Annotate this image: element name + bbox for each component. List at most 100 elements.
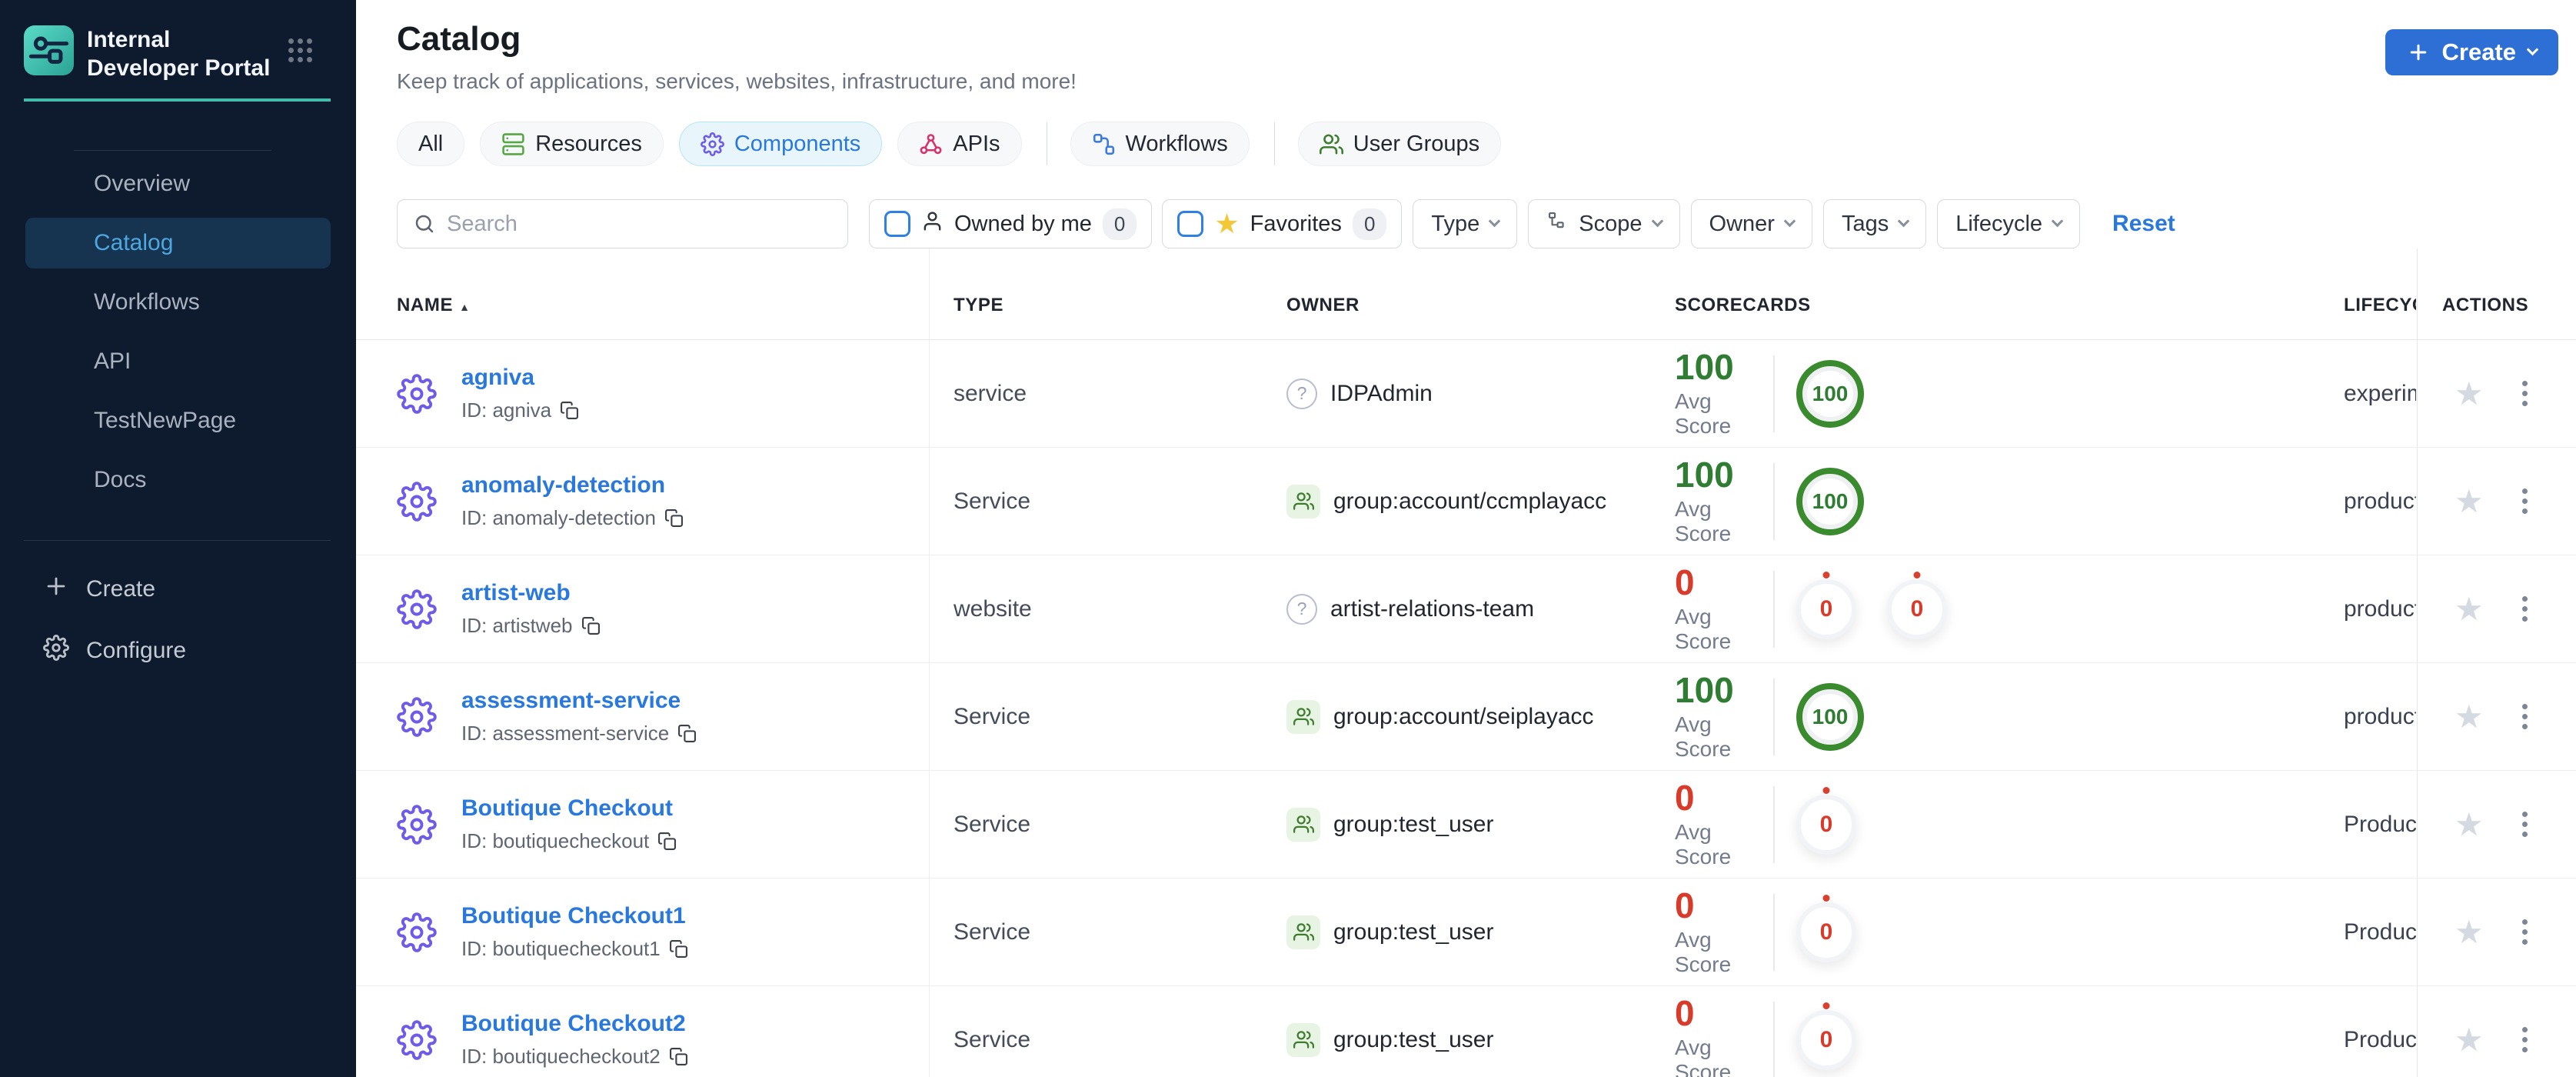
sidebar-item-api[interactable]: API <box>94 348 131 374</box>
scorecards-cell: 100 Avg Score 100 <box>1675 448 2336 555</box>
component-name-link[interactable]: agniva <box>461 365 535 390</box>
app-switcher-grid-icon[interactable] <box>288 38 312 62</box>
kebab-menu-icon[interactable] <box>2516 913 2534 951</box>
type-cell: Service <box>954 919 1031 945</box>
copy-icon[interactable] <box>657 832 677 851</box>
favorites-filter[interactable]: ★ Favorites 0 <box>1162 199 1403 248</box>
sidebar-item-testnewpage[interactable]: TestNewPage <box>94 408 237 433</box>
scorecard-divider <box>1773 1001 1775 1077</box>
tab-user-groups[interactable]: User Groups <box>1297 122 1502 166</box>
component-name-link[interactable]: assessment-service <box>461 688 681 713</box>
copy-icon[interactable] <box>581 616 601 635</box>
avg-score-label: Avg Score <box>1675 712 1732 761</box>
column-header-scorecards[interactable]: SCORECARDS <box>1675 295 1811 315</box>
copy-icon[interactable] <box>560 401 579 420</box>
favorite-star-icon[interactable]: ★ <box>2455 805 2484 842</box>
scorecard-badge: 0 <box>1887 571 1947 639</box>
favorite-star-icon[interactable]: ★ <box>2455 482 2484 519</box>
component-name-link[interactable]: Boutique Checkout1 <box>461 903 686 929</box>
table-row: Boutique Checkout1 ID: boutiquecheckout1… <box>356 879 2576 986</box>
copy-icon[interactable] <box>669 939 688 959</box>
sidebar-create-button[interactable]: Create <box>0 564 356 615</box>
kebab-menu-icon[interactable] <box>2516 698 2534 735</box>
copy-icon[interactable] <box>664 508 684 528</box>
component-name-link[interactable]: anomaly-detection <box>461 472 666 498</box>
owned-by-me-filter[interactable]: Owned by me 0 <box>869 199 1153 248</box>
avg-score-value: 0 <box>1675 993 1695 1033</box>
owner-cell: ? IDPAdmin <box>1286 340 1656 447</box>
name-cell: artist-web ID: artistweb <box>397 555 927 662</box>
avg-score-value: 0 <box>1675 562 1695 602</box>
scorecard-badge: 0 <box>1796 894 1856 962</box>
name-cell: anomaly-detection ID: anomaly-detection <box>397 448 927 555</box>
lifecycle-dropdown[interactable]: Lifecycle <box>1937 199 2081 248</box>
actions-header-panel: ACTIONS <box>2417 248 2576 340</box>
copy-icon[interactable] <box>669 1047 688 1066</box>
component-id: ID: anomaly-detection <box>461 506 656 529</box>
type-dropdown[interactable]: Type <box>1413 199 1518 248</box>
column-header-name[interactable]: NAME ▲ <box>397 295 471 315</box>
gear-icon <box>700 132 724 156</box>
owner-dropdown[interactable]: Owner <box>1690 199 1812 248</box>
lifecycle-cell: production <box>2344 488 2416 514</box>
sidebar-configure-button[interactable]: Configure <box>0 625 356 676</box>
tab-label: Components <box>734 131 861 156</box>
scorecards-cell: 0 Avg Score 0 <box>1675 986 2336 1077</box>
reset-filters-button[interactable]: Reset <box>2112 211 2175 236</box>
tab-resources[interactable]: Resources <box>480 122 664 166</box>
copy-icon[interactable] <box>677 724 697 743</box>
owner-cell: group:account/ccmplayacc <box>1286 448 1656 555</box>
tab-all[interactable]: All <box>397 122 465 166</box>
component-name-link[interactable]: artist-web <box>461 580 571 605</box>
scope-dropdown[interactable]: Scope <box>1528 199 1680 248</box>
tab-workflows[interactable]: Workflows <box>1070 122 1250 166</box>
server-icon <box>502 132 524 155</box>
sidebar-item-overview[interactable]: Overview <box>94 171 191 196</box>
component-name-link[interactable]: Boutique Checkout <box>461 795 673 821</box>
actions-cell: ★ <box>2417 340 2576 447</box>
owner-unknown-icon: ? <box>1286 378 1317 409</box>
kebab-menu-icon[interactable] <box>2516 805 2534 843</box>
owner-cell: group:account/seiplayacc <box>1286 663 1656 770</box>
component-gear-icon <box>397 1019 437 1060</box>
entity-tabs: All Resources Components <box>397 122 2576 166</box>
scorecard-badge: 0 <box>1796 786 1856 855</box>
favorite-star-icon[interactable]: ★ <box>2455 375 2484 412</box>
favorites-label: Favorites <box>1250 211 1342 236</box>
component-gear-icon <box>397 696 437 737</box>
column-header-lifecycle[interactable]: LIFECYCLE <box>2344 295 2416 315</box>
column-header-type[interactable]: TYPE <box>954 295 1004 315</box>
favorite-star-icon[interactable]: ★ <box>2455 698 2484 735</box>
favorite-star-icon[interactable]: ★ <box>2455 913 2484 950</box>
create-button[interactable]: Create <box>2385 29 2558 75</box>
favorite-star-icon[interactable]: ★ <box>2455 590 2484 627</box>
owned-by-me-checkbox[interactable] <box>884 211 910 237</box>
search-input[interactable] <box>447 211 832 237</box>
kebab-menu-icon[interactable] <box>2516 375 2534 412</box>
kebab-menu-icon[interactable] <box>2516 482 2534 520</box>
favorites-checkbox[interactable] <box>1177 211 1204 237</box>
owner-name: artist-relations-team <box>1330 595 1535 622</box>
column-header-owner[interactable]: OWNER <box>1286 295 1360 315</box>
avg-score-label: Avg Score <box>1675 928 1732 976</box>
tab-components[interactable]: Components <box>678 122 883 166</box>
tab-apis[interactable]: APIs <box>897 122 1022 166</box>
name-column-divider <box>929 248 930 1077</box>
sidebar-item-workflows[interactable]: Workflows <box>94 289 200 315</box>
chevron-down-icon <box>1489 215 1501 228</box>
sidebar-item-docs[interactable]: Docs <box>94 467 147 492</box>
owner-group-icon <box>1286 484 1320 518</box>
scorecard-divider <box>1773 785 1775 863</box>
avg-score-label: Avg Score <box>1675 389 1732 438</box>
scorecards-cell: 0 Avg Score 0 <box>1675 879 2336 985</box>
sidebar-item-catalog[interactable]: Catalog <box>25 218 331 268</box>
component-name-link[interactable]: Boutique Checkout2 <box>461 1011 686 1036</box>
lifecycle-cell: production <box>2344 595 2416 622</box>
workflow-icon <box>1093 133 1114 155</box>
kebab-menu-icon[interactable] <box>2516 590 2534 628</box>
tags-dropdown[interactable]: Tags <box>1822 199 1927 248</box>
type-cell: website <box>954 595 1032 622</box>
favorite-star-icon[interactable]: ★ <box>2455 1021 2484 1058</box>
kebab-menu-icon[interactable] <box>2516 1021 2534 1059</box>
